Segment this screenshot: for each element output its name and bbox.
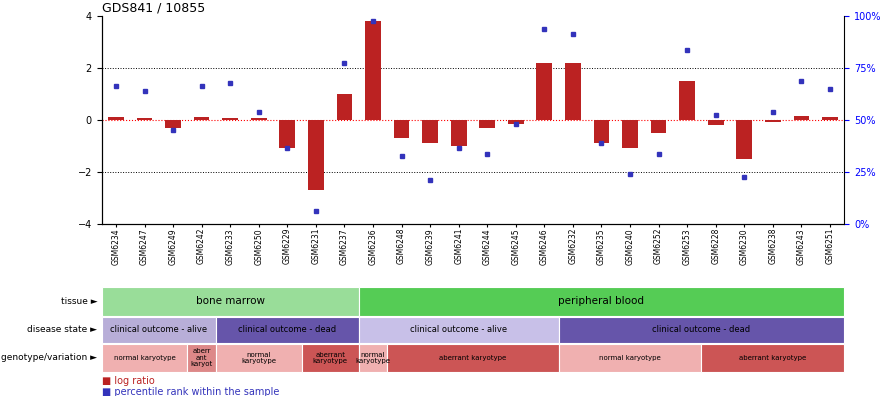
Bar <box>822 117 838 120</box>
Text: tissue ►: tissue ► <box>61 297 97 306</box>
Bar <box>651 120 667 133</box>
Bar <box>479 120 495 128</box>
Text: GDS841 / 10855: GDS841 / 10855 <box>102 2 205 15</box>
Bar <box>393 120 409 138</box>
Bar <box>765 120 781 122</box>
Bar <box>108 117 124 120</box>
Bar <box>194 117 210 120</box>
Bar <box>365 21 381 120</box>
Text: clinical outcome - dead: clinical outcome - dead <box>238 325 337 334</box>
Bar <box>423 120 438 143</box>
Bar <box>251 118 267 120</box>
Text: normal karyotype: normal karyotype <box>599 355 661 361</box>
Bar <box>679 81 695 120</box>
Text: clinical outcome - alive: clinical outcome - alive <box>410 325 507 334</box>
Text: aberr
ant
karyot: aberr ant karyot <box>190 348 213 367</box>
Text: normal
karyotype: normal karyotype <box>355 352 391 364</box>
Text: normal
karyotype: normal karyotype <box>241 352 276 364</box>
Bar <box>708 120 724 125</box>
Text: aberrant karyotype: aberrant karyotype <box>739 355 806 361</box>
Bar <box>337 94 352 120</box>
Text: peripheral blood: peripheral blood <box>559 296 644 307</box>
Bar <box>279 120 295 148</box>
Bar <box>565 63 581 120</box>
Bar <box>537 63 552 120</box>
Bar <box>223 118 238 120</box>
Text: ■ percentile rank within the sample: ■ percentile rank within the sample <box>102 387 279 396</box>
Text: aberrant karyotype: aberrant karyotype <box>439 355 507 361</box>
Bar <box>794 116 809 120</box>
Text: disease state ►: disease state ► <box>27 325 97 334</box>
Bar <box>594 120 609 143</box>
Bar <box>508 120 523 124</box>
Text: bone marrow: bone marrow <box>195 296 264 307</box>
Bar <box>165 120 181 128</box>
Bar <box>308 120 324 190</box>
Text: clinical outcome - dead: clinical outcome - dead <box>652 325 751 334</box>
Text: clinical outcome - alive: clinical outcome - alive <box>110 325 208 334</box>
Bar <box>451 120 467 146</box>
Text: ■ log ratio: ■ log ratio <box>102 376 155 386</box>
Text: genotype/variation ►: genotype/variation ► <box>1 354 97 362</box>
Bar <box>137 118 152 120</box>
Text: aberrant
karyotype: aberrant karyotype <box>313 352 347 364</box>
Bar <box>736 120 752 159</box>
Bar <box>622 120 638 148</box>
Text: normal karyotype: normal karyotype <box>114 355 175 361</box>
